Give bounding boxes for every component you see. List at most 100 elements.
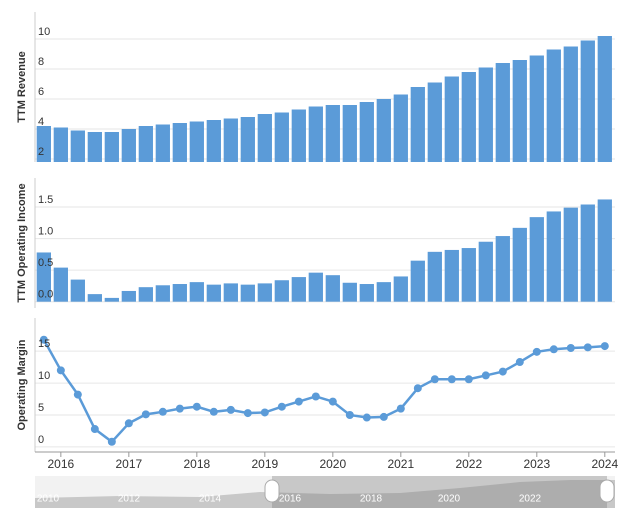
bar [393, 276, 408, 302]
point [396, 404, 405, 413]
bar [478, 67, 493, 162]
bar [393, 94, 408, 162]
point [73, 390, 82, 399]
bar [121, 290, 136, 302]
line [42, 339, 605, 444]
point [277, 402, 286, 411]
y-tick-label: 8 [38, 56, 44, 68]
y-tick-label: 15 [38, 338, 50, 350]
point [379, 412, 388, 421]
x-tick-label: 2023 [523, 457, 550, 471]
bar [104, 132, 119, 162]
bar [308, 106, 323, 162]
bar [529, 217, 544, 302]
bar [87, 294, 102, 302]
point [243, 409, 252, 418]
navigator-area [35, 480, 615, 508]
bar [291, 277, 306, 302]
y-axis-title: Operating Margin [16, 339, 28, 430]
bar [427, 251, 442, 302]
y-tick-label: 10 [38, 370, 50, 382]
point [549, 345, 558, 354]
bar [495, 236, 510, 302]
bar [172, 123, 187, 162]
bar [410, 260, 425, 302]
navigator-selection[interactable] [272, 476, 607, 508]
y-tick-label: 0 [38, 434, 44, 446]
bar [257, 283, 272, 302]
bar [36, 126, 51, 162]
bar [512, 227, 527, 302]
bar [597, 199, 612, 302]
bar [461, 248, 476, 302]
point [124, 419, 133, 428]
point [600, 342, 609, 351]
x-tick-label: 2018 [183, 457, 210, 471]
bar [189, 282, 204, 302]
bar [155, 285, 170, 302]
x-tick-label: 2022 [455, 457, 482, 471]
point [192, 402, 201, 411]
y-axis-title: TTM Operating Income [16, 183, 28, 302]
bar [274, 112, 289, 162]
navigator-label: 2012 [118, 494, 141, 505]
x-tick-label: 2019 [251, 457, 278, 471]
x-tick-label: 2017 [115, 457, 142, 471]
navigator-handle[interactable] [599, 479, 615, 503]
point [311, 392, 320, 401]
bar [529, 55, 544, 162]
y-tick-label: 1.0 [38, 225, 53, 237]
bar [240, 117, 255, 162]
bar [325, 275, 340, 302]
point [430, 375, 439, 384]
point [413, 384, 422, 393]
bar [274, 280, 289, 302]
bar [223, 283, 238, 302]
bar [138, 126, 153, 162]
y-tick-label: 10 [38, 26, 50, 38]
point [209, 407, 218, 416]
bar [444, 76, 459, 162]
bar [495, 63, 510, 162]
bar [376, 99, 391, 162]
point [56, 366, 65, 375]
bar [308, 272, 323, 302]
bar [206, 284, 221, 302]
navigator-handle[interactable] [264, 479, 280, 503]
point [345, 410, 354, 419]
bar [376, 282, 391, 302]
y-tick-label: 0.0 [38, 289, 53, 301]
point [90, 425, 99, 434]
bar [121, 129, 136, 162]
bar [70, 279, 85, 302]
point [362, 413, 371, 422]
point [107, 437, 116, 446]
bar [189, 121, 204, 162]
point [464, 375, 473, 384]
bar [580, 40, 595, 162]
navigator-label: 2020 [438, 494, 461, 505]
y-tick-label: 1.5 [38, 194, 53, 206]
bar [563, 46, 578, 162]
navigator-label: 2022 [519, 494, 542, 505]
y-tick-label: 4 [38, 116, 44, 128]
point [226, 405, 235, 414]
navigator-label: 2010 [37, 494, 60, 505]
point [515, 358, 524, 367]
bar [87, 132, 102, 162]
bar [53, 127, 68, 162]
point [498, 367, 507, 376]
bar [138, 287, 153, 302]
bar [359, 284, 374, 302]
point [39, 335, 48, 344]
x-tick-label: 2016 [47, 457, 74, 471]
navigator-label: 2014 [199, 494, 222, 505]
bar [563, 207, 578, 302]
bar [70, 130, 85, 162]
navigator-label: 2018 [360, 494, 383, 505]
bar [53, 267, 68, 302]
bar [580, 204, 595, 302]
point [447, 375, 456, 384]
point [481, 371, 490, 380]
